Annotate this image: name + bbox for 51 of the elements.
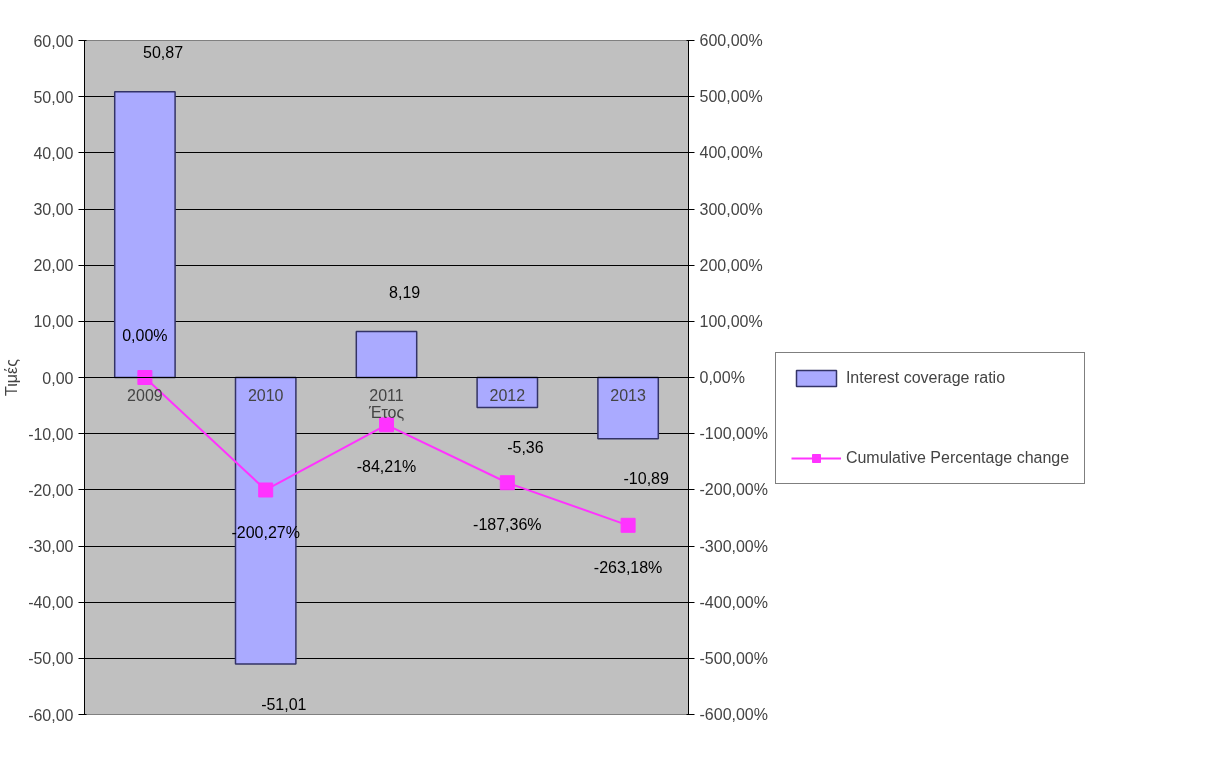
point (258, 482, 274, 498)
data-label: 8,19 (389, 283, 421, 301)
y-tick-label: -40,00 (28, 594, 74, 612)
point (620, 517, 636, 533)
y2-tick-label: 500,00% (699, 88, 763, 106)
y-tick-label: 40,00 (33, 144, 74, 162)
y2-tick-label: 200,00% (699, 256, 763, 274)
bar (597, 376, 660, 440)
y-tick-label: -50,00 (28, 650, 74, 668)
y2-tick-label: 400,00% (699, 144, 763, 162)
data-label: -51,01 (261, 695, 307, 713)
legend-label: Cumulative Percentage change (845, 449, 1070, 467)
y2-tick-label: -400,00% (699, 593, 768, 611)
legend-label: Interest coverage ratio (845, 369, 1006, 387)
y-tick-label: 50,00 (33, 88, 74, 106)
y2-tick-label: -200,00% (699, 481, 768, 499)
data-label: -5,36 (507, 439, 544, 457)
point (499, 475, 515, 491)
x-axis-title: Έτος (367, 403, 405, 421)
y-tick-label: -10,00 (28, 425, 74, 443)
data-label: -10,89 (623, 470, 670, 488)
y-tick-label: -20,00 (28, 481, 74, 499)
y2-tick-label: -500,00% (699, 649, 768, 667)
bar (113, 91, 176, 379)
data-label: 50,87 (143, 44, 184, 62)
y-tick-label: 0,00 (42, 369, 74, 387)
y2-tick-label: -100,00% (699, 425, 768, 443)
data-label: -187,36% (473, 516, 542, 534)
data-label: -263,18% (593, 559, 663, 577)
y-axis-title: Τιμές (3, 358, 21, 396)
y-tick-label: 10,00 (33, 313, 74, 331)
point (137, 370, 153, 385)
y-tick-label: -60,00 (28, 706, 74, 724)
y-tick-label: -30,00 (28, 538, 74, 555)
bar (355, 330, 418, 379)
y2-tick-label: 0,00% (699, 369, 745, 386)
y2-tick-label: 300,00% (699, 200, 763, 218)
x-tick-label: 2011 (369, 386, 404, 404)
x-tick-label: 2010 (247, 386, 284, 404)
y-tick-label: 20,00 (33, 257, 74, 275)
y2-tick-label: -300,00% (699, 537, 768, 555)
y2-tick-label: 100,00% (699, 312, 763, 330)
y-tick-label: 60,00 (33, 32, 74, 50)
x-tick-label: 2009 (127, 386, 163, 404)
y2-tick-label: -600,00% (699, 706, 768, 723)
y2-tick-label: 600,00% (699, 32, 763, 49)
x-tick-label: 2013 (610, 386, 646, 404)
y-tick-label: 30,00 (33, 201, 74, 218)
data-label: -84,21% (356, 458, 417, 476)
x-tick-label: 2012 (489, 386, 526, 404)
data-label: 0,00% (122, 326, 168, 344)
